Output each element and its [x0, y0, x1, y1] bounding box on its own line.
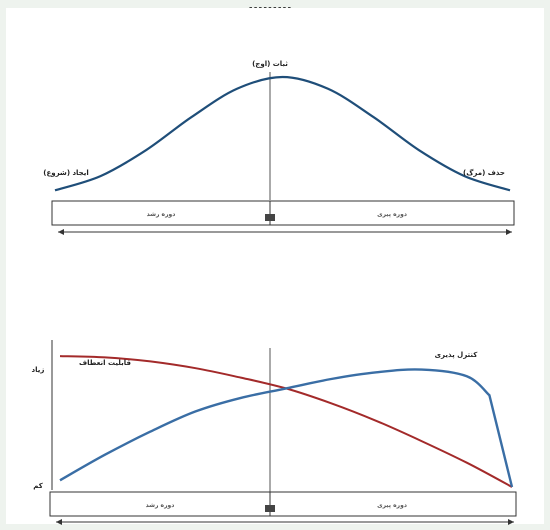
chart2-arrow-left	[56, 519, 62, 525]
chart2-controllability-label: کنترل پذیری	[435, 351, 479, 359]
chart2-phase-decline-label: دوره پیری	[377, 502, 407, 509]
chart2-series-flexibility	[59, 355, 513, 488]
chart1-arrow-left	[58, 229, 64, 235]
chart2-phase-growth-label: دوره رشد	[146, 502, 175, 509]
chart2-arrow-right	[508, 519, 514, 525]
chart2-phase-bar	[49, 491, 517, 517]
chart1-series-line	[54, 75, 511, 192]
chart1-peak-label: ثبات (اوج)	[252, 60, 288, 68]
chart1-phase-growth-label: دوره رشد	[147, 211, 176, 218]
figure-frame	[6, 8, 544, 524]
chart1-start-label: ایجاد (شروع)	[43, 169, 89, 177]
chart1-phase-bar	[51, 200, 515, 226]
chart2-y-high-label: زیاد	[32, 366, 45, 374]
chart2-series-controllability	[59, 368, 514, 488]
chart2-phase-marker	[265, 505, 275, 512]
chart2-y-low-label: کم	[33, 482, 43, 490]
chart1-phase-decline-label: دوره پیری	[377, 211, 407, 218]
chart1-arrow-right	[506, 229, 512, 235]
top-strip-text: ـ ـ ـ ـ ـ ـ ـ ـ ـ	[248, 2, 291, 10]
chart1-end-label: حذف (مرگ)	[463, 168, 505, 177]
chart1-phase-marker	[265, 214, 275, 221]
chart2-flexibility-label: قابلیت انعطاف	[79, 359, 131, 367]
